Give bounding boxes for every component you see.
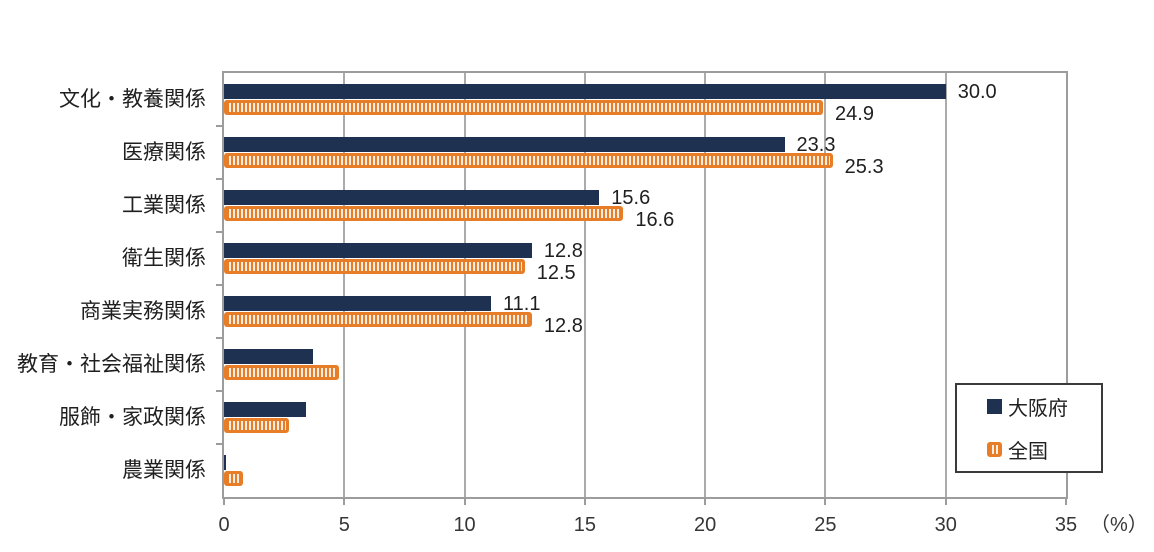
bar-national <box>224 312 532 327</box>
category-axis-tick <box>216 231 222 233</box>
bar-osaka <box>224 349 313 364</box>
gridline <box>704 73 707 497</box>
gridline <box>824 73 827 497</box>
value-label-national: 25.3 <box>844 155 884 178</box>
x-axis-tick-label: 35 <box>1054 514 1078 536</box>
legend-label-osaka: 大阪府 <box>1008 398 1068 420</box>
x-axis-tick <box>343 499 346 505</box>
bar-national <box>224 100 824 115</box>
category-label: 衛生関係 <box>122 247 206 270</box>
category-label: 教育・社会福祉関係 <box>17 353 206 376</box>
x-axis-tick-label: 25 <box>814 514 837 536</box>
category-label: 農業関係 <box>122 459 206 482</box>
x-axis-tick-label: 30 <box>934 514 957 536</box>
x-axis-tick <box>463 499 466 505</box>
value-label-national: 24.9 <box>835 102 874 125</box>
value-label-osaka: 30.0 <box>957 80 997 103</box>
gridline <box>944 73 947 497</box>
category-label: 商業実務関係 <box>80 300 206 323</box>
x-axis-tick-label: 15 <box>573 514 596 536</box>
legend: 大阪府 全国 <box>955 383 1103 473</box>
bar-osaka <box>224 190 600 205</box>
value-label-osaka: 23.3 <box>796 133 836 156</box>
x-axis-tick <box>1065 499 1067 505</box>
bar-national <box>224 206 624 221</box>
bar-osaka <box>224 296 492 311</box>
bar-national <box>224 365 340 380</box>
bar-national <box>224 259 525 274</box>
value-label-osaka: 12.8 <box>543 239 583 262</box>
x-axis-tick-label: 5 <box>338 514 350 536</box>
bar-national <box>224 153 833 168</box>
x-axis-tick <box>583 499 586 505</box>
legend-item-osaka: 大阪府 <box>987 392 1101 421</box>
x-axis-tick <box>944 499 947 505</box>
value-label-osaka: 15.6 <box>611 186 651 209</box>
x-axis-tick <box>824 499 827 505</box>
x-axis-tick <box>223 499 225 505</box>
x-axis-tick-label: 0 <box>218 514 230 536</box>
legend-swatch-osaka-icon <box>987 399 1002 414</box>
category-label: 服飾・家政関係 <box>59 406 206 429</box>
category-axis-tick <box>216 125 222 127</box>
category-axis-tick <box>216 443 222 445</box>
x-axis-tick-label: 10 <box>453 514 476 536</box>
x-axis-tick <box>704 499 707 505</box>
legend-item-national: 全国 <box>987 435 1101 464</box>
value-label-national: 12.8 <box>543 314 583 337</box>
category-axis-tick <box>216 337 222 339</box>
gridline <box>463 73 466 497</box>
bar-osaka <box>224 84 946 99</box>
value-label-national: 16.6 <box>635 208 675 231</box>
value-label-national: 12.5 <box>536 261 576 284</box>
category-axis-tick <box>216 178 222 180</box>
gridline <box>343 73 346 497</box>
gridline <box>583 73 586 497</box>
bar-osaka <box>224 402 306 417</box>
bar-osaka <box>224 243 532 258</box>
bar-osaka <box>224 137 785 152</box>
legend-label-national: 全国 <box>1008 441 1048 463</box>
bar-osaka <box>224 455 227 470</box>
category-label: 文化・教養関係 <box>59 88 206 111</box>
x-axis-tick-label: 20 <box>694 514 717 536</box>
value-label-osaka: 11.1 <box>503 292 541 315</box>
plot-area: 30.0 24.9 23.3 25.3 15.6 16.6 12.8 12.5 11.1 12.8 <box>216 71 1068 505</box>
bar-national <box>224 418 289 433</box>
bar-national <box>224 471 244 486</box>
category-label: 工業関係 <box>122 194 206 217</box>
x-axis-unit-label: （%） <box>1090 514 1148 536</box>
category-axis-tick <box>216 284 222 286</box>
category-axis-tick <box>216 390 222 392</box>
legend-swatch-national-icon <box>987 442 1002 457</box>
category-label: 医療関係 <box>122 141 206 164</box>
